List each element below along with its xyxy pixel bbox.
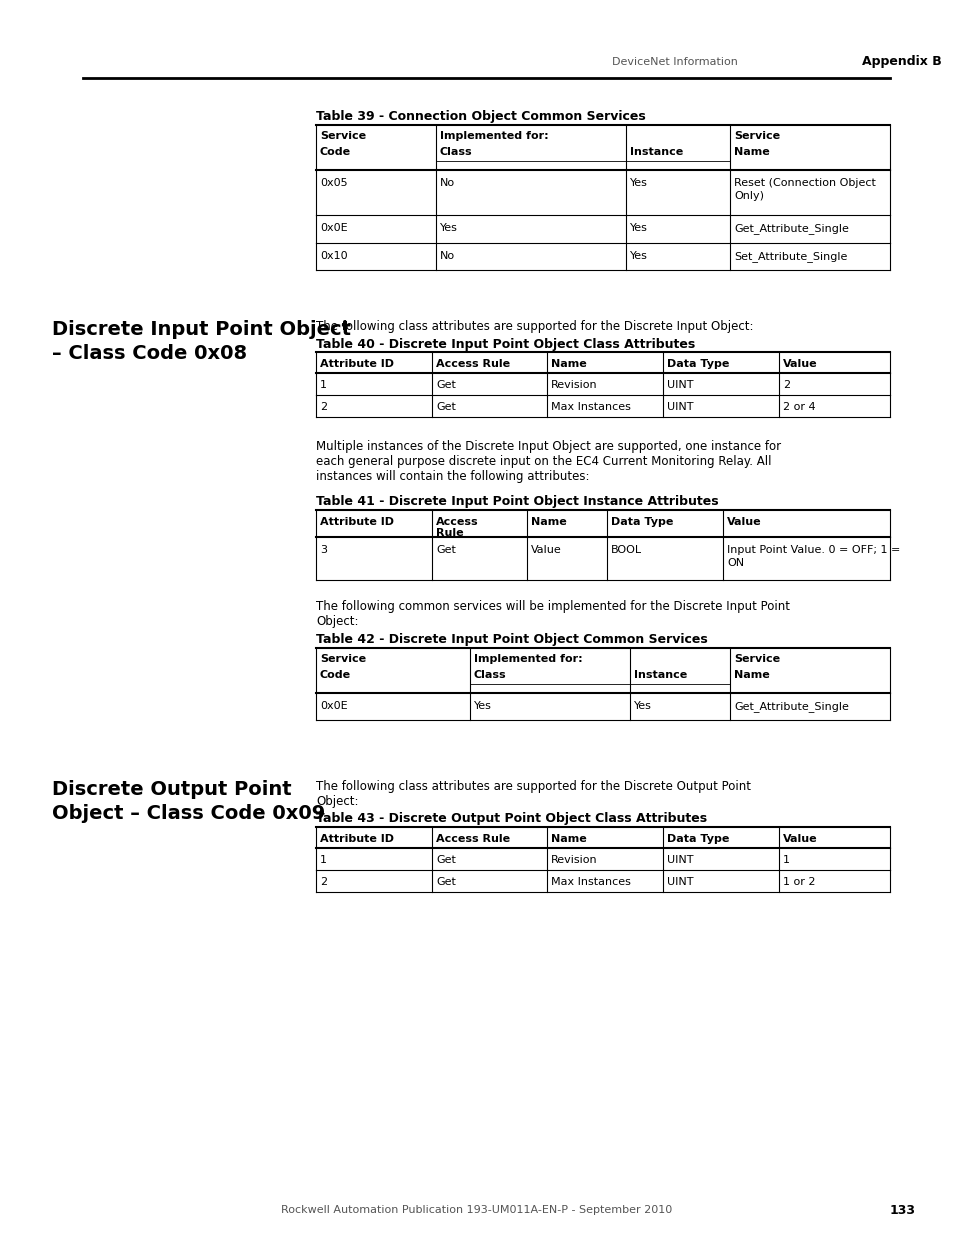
Text: Access Rule: Access Rule (436, 834, 510, 844)
Text: Service: Service (319, 131, 366, 141)
Text: Attribute ID: Attribute ID (319, 359, 394, 369)
Text: Access Rule: Access Rule (436, 359, 510, 369)
Text: Data Type: Data Type (666, 834, 729, 844)
Text: Instance: Instance (629, 147, 682, 157)
Text: 2 or 4: 2 or 4 (782, 403, 815, 412)
Text: Name: Name (733, 671, 769, 680)
Text: Rule: Rule (436, 529, 463, 538)
Text: Service: Service (733, 131, 780, 141)
Text: Implemented for:: Implemented for: (474, 655, 582, 664)
Text: Attribute ID: Attribute ID (319, 517, 394, 527)
Text: Value: Value (726, 517, 760, 527)
Text: The following class attributes are supported for the Discrete Input Object:: The following class attributes are suppo… (315, 320, 753, 333)
Text: Table 43 - Discrete Output Point Object Class Attributes: Table 43 - Discrete Output Point Object … (315, 811, 706, 825)
Text: Get: Get (436, 877, 456, 887)
Text: Object – Class Code 0x09: Object – Class Code 0x09 (52, 804, 325, 823)
Text: No: No (439, 178, 455, 188)
Text: 2: 2 (319, 877, 327, 887)
Text: Yes: Yes (629, 178, 647, 188)
Text: 0x0E: 0x0E (319, 701, 347, 711)
Text: Code: Code (319, 147, 351, 157)
Text: 2: 2 (319, 403, 327, 412)
Text: instances will contain the following attributes:: instances will contain the following att… (315, 471, 589, 483)
Text: Yes: Yes (439, 224, 457, 233)
Text: Table 41 - Discrete Input Point Object Instance Attributes: Table 41 - Discrete Input Point Object I… (315, 495, 718, 508)
Text: Revision: Revision (551, 855, 597, 864)
Text: Service: Service (319, 655, 366, 664)
Text: Implemented for:: Implemented for: (439, 131, 548, 141)
Text: Discrete Input Point Object: Discrete Input Point Object (52, 320, 351, 338)
Text: 133: 133 (889, 1203, 915, 1216)
Text: Discrete Output Point: Discrete Output Point (52, 781, 292, 799)
Text: Table 40 - Discrete Input Point Object Class Attributes: Table 40 - Discrete Input Point Object C… (315, 338, 695, 351)
Text: Value: Value (782, 359, 817, 369)
Text: Yes: Yes (629, 224, 647, 233)
Text: Rockwell Automation Publication 193-UM011A-EN-P - September 2010: Rockwell Automation Publication 193-UM01… (281, 1205, 672, 1215)
Text: Only): Only) (733, 191, 763, 201)
Text: Name: Name (733, 147, 769, 157)
Text: Access: Access (436, 517, 478, 527)
Text: UINT: UINT (666, 855, 693, 864)
Text: – Class Code 0x08: – Class Code 0x08 (52, 345, 247, 363)
Text: UINT: UINT (666, 380, 693, 390)
Text: 0x0E: 0x0E (319, 224, 347, 233)
Text: Get_Attribute_Single: Get_Attribute_Single (733, 224, 848, 233)
Text: Get: Get (436, 403, 456, 412)
Text: 1: 1 (782, 855, 789, 864)
Text: Value: Value (782, 834, 817, 844)
Text: Multiple instances of the Discrete Input Object are supported, one instance for: Multiple instances of the Discrete Input… (315, 440, 781, 453)
Text: Table 39 - Connection Object Common Services: Table 39 - Connection Object Common Serv… (315, 110, 645, 124)
Text: 0x05: 0x05 (319, 178, 347, 188)
Text: Yes: Yes (474, 701, 492, 711)
Text: Max Instances: Max Instances (551, 877, 630, 887)
Text: Yes: Yes (629, 251, 647, 261)
Text: Class: Class (439, 147, 472, 157)
Text: Get_Attribute_Single: Get_Attribute_Single (733, 701, 848, 711)
Text: Get: Get (436, 380, 456, 390)
Text: Revision: Revision (551, 380, 597, 390)
Text: 3: 3 (319, 545, 327, 555)
Text: 0x10: 0x10 (319, 251, 347, 261)
Text: ON: ON (726, 558, 743, 568)
Text: Value: Value (531, 545, 561, 555)
Text: 1 or 2: 1 or 2 (782, 877, 815, 887)
Text: Name: Name (551, 359, 586, 369)
Text: Class: Class (474, 671, 506, 680)
Text: UINT: UINT (666, 877, 693, 887)
Text: Reset (Connection Object: Reset (Connection Object (733, 178, 875, 188)
Text: Get: Get (436, 855, 456, 864)
Text: UINT: UINT (666, 403, 693, 412)
Text: The following common services will be implemented for the Discrete Input Point: The following common services will be im… (315, 600, 789, 613)
Text: Appendix B: Appendix B (862, 56, 941, 68)
Text: Attribute ID: Attribute ID (319, 834, 394, 844)
Text: Input Point Value. 0 = OFF; 1 =: Input Point Value. 0 = OFF; 1 = (726, 545, 900, 555)
Text: each general purpose discrete input on the EC4 Current Monitoring Relay. All: each general purpose discrete input on t… (315, 454, 771, 468)
Text: Table 42 - Discrete Input Point Object Common Services: Table 42 - Discrete Input Point Object C… (315, 634, 707, 646)
Text: Set_Attribute_Single: Set_Attribute_Single (733, 251, 846, 262)
Text: Instance: Instance (634, 671, 686, 680)
Text: 1: 1 (319, 855, 327, 864)
Text: Get: Get (436, 545, 456, 555)
Text: Object:: Object: (315, 795, 358, 808)
Text: Name: Name (531, 517, 566, 527)
Text: No: No (439, 251, 455, 261)
Text: Yes: Yes (634, 701, 651, 711)
Text: Service: Service (733, 655, 780, 664)
Text: 1: 1 (319, 380, 327, 390)
Text: The following class attributes are supported for the Discrete Output Point: The following class attributes are suppo… (315, 781, 750, 793)
Text: Data Type: Data Type (610, 517, 673, 527)
Text: DeviceNet Information: DeviceNet Information (612, 57, 737, 67)
Text: 2: 2 (782, 380, 789, 390)
Text: Object:: Object: (315, 615, 358, 629)
Text: Name: Name (551, 834, 586, 844)
Text: Data Type: Data Type (666, 359, 729, 369)
Text: Max Instances: Max Instances (551, 403, 630, 412)
Text: Code: Code (319, 671, 351, 680)
Text: BOOL: BOOL (610, 545, 641, 555)
